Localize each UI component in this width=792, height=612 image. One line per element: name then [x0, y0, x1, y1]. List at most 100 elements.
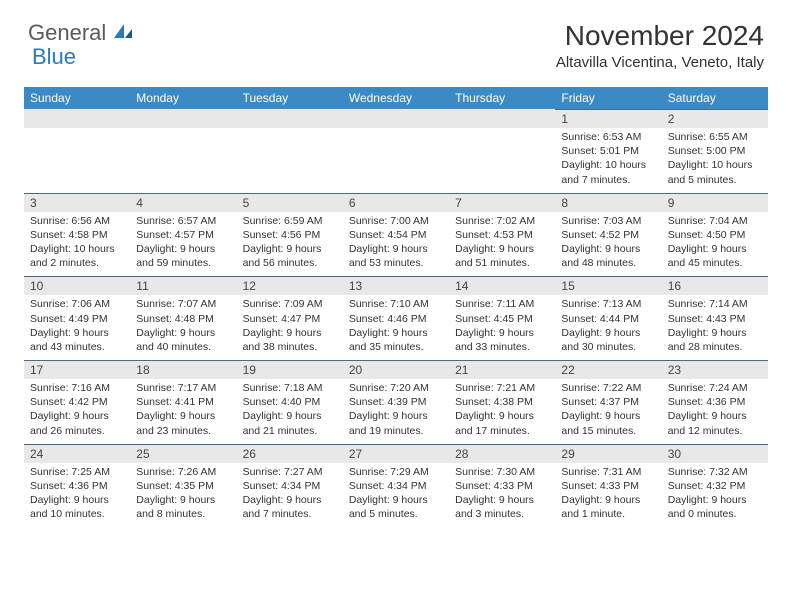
day-number-cell: 28 [449, 444, 555, 463]
day-number-cell: 11 [130, 277, 236, 296]
day-content-cell: Sunrise: 7:16 AMSunset: 4:42 PMDaylight:… [24, 379, 130, 444]
sunrise-text: Sunrise: 7:24 AM [668, 381, 762, 395]
sunrise-text: Sunrise: 7:30 AM [455, 465, 549, 479]
sunset-text: Sunset: 4:46 PM [349, 312, 443, 326]
sunset-text: Sunset: 4:44 PM [561, 312, 655, 326]
daylight-text: Daylight: 9 hours and 5 minutes. [349, 493, 443, 521]
daylight-text: Daylight: 10 hours and 7 minutes. [561, 158, 655, 186]
sunset-text: Sunset: 4:52 PM [561, 228, 655, 242]
day-content-cell [449, 128, 555, 193]
sunset-text: Sunset: 4:33 PM [455, 479, 549, 493]
day-number-cell: 29 [555, 444, 661, 463]
day-number-cell: 9 [662, 193, 768, 212]
daynum-row: 3456789 [24, 193, 768, 212]
daylight-text: Daylight: 9 hours and 17 minutes. [455, 409, 549, 437]
day-content-cell: Sunrise: 7:03 AMSunset: 4:52 PMDaylight:… [555, 212, 661, 277]
day-content-cell: Sunrise: 6:53 AMSunset: 5:01 PMDaylight:… [555, 128, 661, 193]
daylight-text: Daylight: 9 hours and 3 minutes. [455, 493, 549, 521]
day-content-cell [237, 128, 343, 193]
sunset-text: Sunset: 4:39 PM [349, 395, 443, 409]
sunrise-text: Sunrise: 7:03 AM [561, 214, 655, 228]
sunrise-text: Sunrise: 7:16 AM [30, 381, 124, 395]
sunset-text: Sunset: 4:49 PM [30, 312, 124, 326]
sunset-text: Sunset: 4:34 PM [349, 479, 443, 493]
sunrise-text: Sunrise: 6:56 AM [30, 214, 124, 228]
sunrise-text: Sunrise: 7:32 AM [668, 465, 762, 479]
content-row: Sunrise: 6:53 AMSunset: 5:01 PMDaylight:… [24, 128, 768, 193]
daylight-text: Daylight: 9 hours and 45 minutes. [668, 242, 762, 270]
day-number-cell: 2 [662, 110, 768, 129]
calendar-body: 12Sunrise: 6:53 AMSunset: 5:01 PMDayligh… [24, 110, 768, 528]
day-content-cell: Sunrise: 7:29 AMSunset: 4:34 PMDaylight:… [343, 463, 449, 528]
day-content-cell: Sunrise: 7:10 AMSunset: 4:46 PMDaylight:… [343, 295, 449, 360]
day-number-cell: 24 [24, 444, 130, 463]
sunset-text: Sunset: 4:43 PM [668, 312, 762, 326]
logo-sail-icon [112, 22, 134, 45]
sunset-text: Sunset: 4:54 PM [349, 228, 443, 242]
location-text: Altavilla Vicentina, Veneto, Italy [556, 54, 764, 71]
day-number-cell: 10 [24, 277, 130, 296]
sunset-text: Sunset: 4:36 PM [30, 479, 124, 493]
daylight-text: Daylight: 9 hours and 51 minutes. [455, 242, 549, 270]
day-content-cell: Sunrise: 7:17 AMSunset: 4:41 PMDaylight:… [130, 379, 236, 444]
day-number-cell: 8 [555, 193, 661, 212]
day-content-cell: Sunrise: 7:02 AMSunset: 4:53 PMDaylight:… [449, 212, 555, 277]
daylight-text: Daylight: 9 hours and 43 minutes. [30, 326, 124, 354]
day-header-row: Sunday Monday Tuesday Wednesday Thursday… [24, 87, 768, 110]
sunset-text: Sunset: 4:53 PM [455, 228, 549, 242]
day-content-cell: Sunrise: 7:04 AMSunset: 4:50 PMDaylight:… [662, 212, 768, 277]
day-number-cell: 23 [662, 361, 768, 380]
daylight-text: Daylight: 9 hours and 33 minutes. [455, 326, 549, 354]
sunrise-text: Sunrise: 7:13 AM [561, 297, 655, 311]
day-content-cell: Sunrise: 7:26 AMSunset: 4:35 PMDaylight:… [130, 463, 236, 528]
day-number-cell: 16 [662, 277, 768, 296]
sunset-text: Sunset: 4:47 PM [243, 312, 337, 326]
day-number-cell [24, 110, 130, 129]
content-row: Sunrise: 7:16 AMSunset: 4:42 PMDaylight:… [24, 379, 768, 444]
day-content-cell: Sunrise: 7:09 AMSunset: 4:47 PMDaylight:… [237, 295, 343, 360]
day-number-cell: 17 [24, 361, 130, 380]
daylight-text: Daylight: 10 hours and 2 minutes. [30, 242, 124, 270]
day-number-cell: 27 [343, 444, 449, 463]
daylight-text: Daylight: 9 hours and 15 minutes. [561, 409, 655, 437]
day-content-cell: Sunrise: 7:30 AMSunset: 4:33 PMDaylight:… [449, 463, 555, 528]
day-content-cell [343, 128, 449, 193]
sunset-text: Sunset: 4:34 PM [243, 479, 337, 493]
day-content-cell: Sunrise: 7:32 AMSunset: 4:32 PMDaylight:… [662, 463, 768, 528]
sunrise-text: Sunrise: 7:17 AM [136, 381, 230, 395]
sunrise-text: Sunrise: 7:27 AM [243, 465, 337, 479]
daylight-text: Daylight: 9 hours and 21 minutes. [243, 409, 337, 437]
day-header-sunday: Sunday [24, 87, 130, 110]
day-content-cell: Sunrise: 7:27 AMSunset: 4:34 PMDaylight:… [237, 463, 343, 528]
day-content-cell: Sunrise: 7:22 AMSunset: 4:37 PMDaylight:… [555, 379, 661, 444]
logo-text-general: General [28, 20, 106, 46]
daylight-text: Daylight: 9 hours and 38 minutes. [243, 326, 337, 354]
sunset-text: Sunset: 4:45 PM [455, 312, 549, 326]
day-number-cell: 21 [449, 361, 555, 380]
day-number-cell: 12 [237, 277, 343, 296]
sunrise-text: Sunrise: 7:09 AM [243, 297, 337, 311]
sunrise-text: Sunrise: 7:22 AM [561, 381, 655, 395]
sunrise-text: Sunrise: 6:59 AM [243, 214, 337, 228]
day-number-cell: 1 [555, 110, 661, 129]
sunset-text: Sunset: 5:00 PM [668, 144, 762, 158]
day-number-cell: 22 [555, 361, 661, 380]
sunrise-text: Sunrise: 7:20 AM [349, 381, 443, 395]
day-number-cell: 13 [343, 277, 449, 296]
sunrise-text: Sunrise: 7:02 AM [455, 214, 549, 228]
daylight-text: Daylight: 9 hours and 23 minutes. [136, 409, 230, 437]
sunset-text: Sunset: 4:35 PM [136, 479, 230, 493]
day-number-cell [449, 110, 555, 129]
logo-text-blue: Blue [32, 44, 76, 69]
sunrise-text: Sunrise: 6:55 AM [668, 130, 762, 144]
daylight-text: Daylight: 9 hours and 19 minutes. [349, 409, 443, 437]
day-header-thursday: Thursday [449, 87, 555, 110]
day-content-cell: Sunrise: 7:24 AMSunset: 4:36 PMDaylight:… [662, 379, 768, 444]
sunrise-text: Sunrise: 7:18 AM [243, 381, 337, 395]
sunset-text: Sunset: 4:48 PM [136, 312, 230, 326]
sunrise-text: Sunrise: 7:25 AM [30, 465, 124, 479]
daylight-text: Daylight: 10 hours and 5 minutes. [668, 158, 762, 186]
sunrise-text: Sunrise: 7:06 AM [30, 297, 124, 311]
content-row: Sunrise: 7:06 AMSunset: 4:49 PMDaylight:… [24, 295, 768, 360]
day-content-cell: Sunrise: 6:57 AMSunset: 4:57 PMDaylight:… [130, 212, 236, 277]
